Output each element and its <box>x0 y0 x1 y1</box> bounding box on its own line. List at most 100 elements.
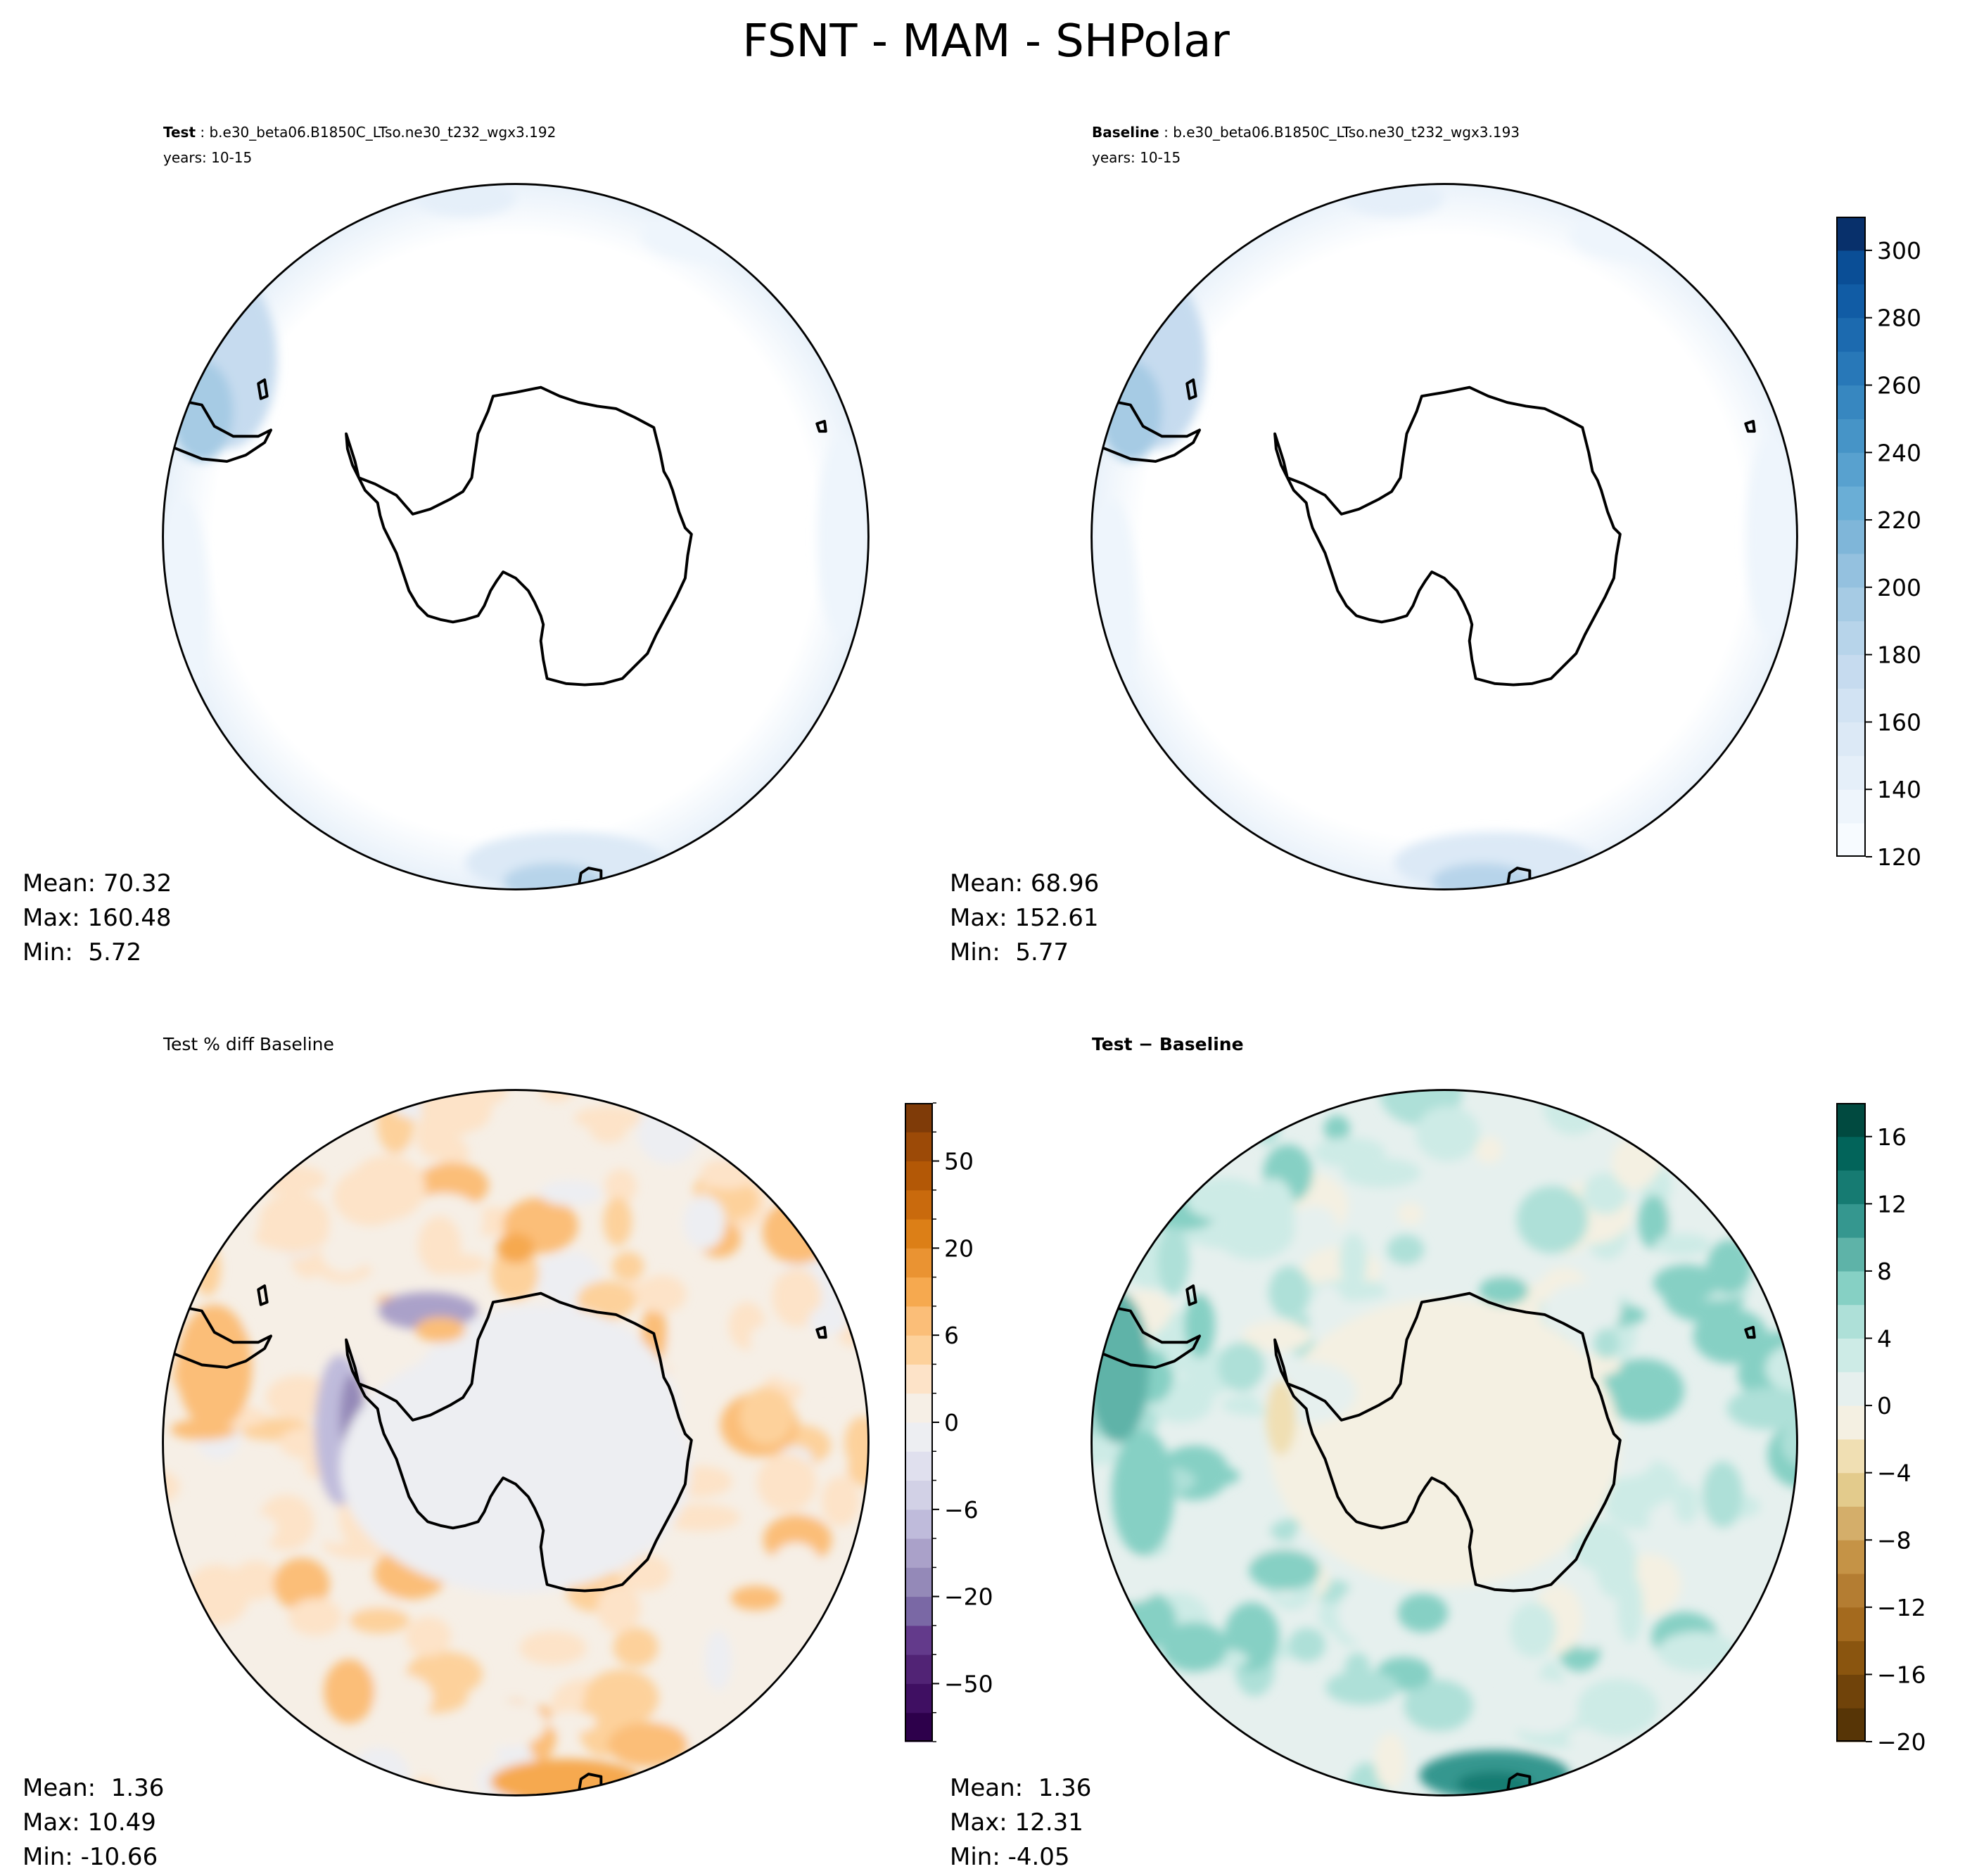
contour-blob <box>704 1630 732 1691</box>
contour-blob <box>1387 1234 1425 1265</box>
contour-blob <box>1112 1430 1175 1556</box>
contour-blob <box>1397 1202 1424 1225</box>
coastline <box>1185 1284 1197 1306</box>
contour-blob <box>1693 1308 1768 1364</box>
contour-blob <box>1510 1602 1556 1658</box>
contour-blob <box>1254 1114 1280 1145</box>
test-polar-map <box>162 183 870 891</box>
contour-blob <box>273 1557 330 1611</box>
coastlines <box>163 1284 827 1794</box>
colorbar-tick-label: 260 <box>1877 371 1921 399</box>
colorbar-band <box>1836 1438 1866 1474</box>
colorbar-band <box>1836 1674 1866 1709</box>
contour-blob <box>1601 1358 1684 1422</box>
colorbar-band <box>905 1596 933 1626</box>
colorbar-band <box>905 1480 933 1510</box>
contour-blob <box>246 1515 277 1543</box>
figure-title: FSNT - MAM - SHPolar <box>742 15 1230 68</box>
contour-field <box>1091 184 1798 890</box>
test-label: Test <box>163 124 196 141</box>
contour-blob <box>677 1603 704 1648</box>
test-subtitle: Test : b.e30_beta06.B1850C_LTso.ne30_t23… <box>163 120 556 170</box>
contour-blob <box>775 1357 845 1386</box>
colorbar-tick-label: 200 <box>1877 574 1921 601</box>
contour-blob <box>163 1508 223 1552</box>
coastline <box>1506 1773 1532 1794</box>
contour-blob <box>547 1711 597 1733</box>
contour-blob <box>1403 1679 1474 1732</box>
contour-blob <box>469 1701 547 1747</box>
contour-blob <box>1211 1529 1279 1561</box>
contour-blob <box>1091 1437 1134 1465</box>
contour-blob <box>1313 1137 1386 1168</box>
test-stats: Mean: 70.32 Max: 160.48 Min: 5.72 <box>23 867 172 970</box>
contour-blob <box>1577 1678 1658 1737</box>
contour-blob <box>613 1627 659 1667</box>
contour-blob <box>503 862 604 890</box>
colorbar-band <box>905 1364 933 1394</box>
contour-blob <box>1185 1465 1240 1487</box>
contour-blob <box>844 1416 869 1469</box>
colorbar-band <box>1836 520 1866 554</box>
coastline <box>1744 1325 1756 1339</box>
coastline <box>1273 385 1622 687</box>
contour-blob <box>402 1304 679 1531</box>
edge-shading <box>163 184 869 890</box>
colorbar-band <box>905 1538 933 1568</box>
colorbar-tick-label: 16 <box>1877 1123 1907 1151</box>
colorbar-frame <box>905 1103 933 1742</box>
contour-blob <box>1268 1298 1620 1588</box>
contour-blob <box>418 1215 462 1275</box>
contour-blob <box>1657 1631 1738 1672</box>
colorbar-band <box>1836 1405 1866 1440</box>
contour-blob <box>1184 1293 1216 1358</box>
colorbar-band <box>1836 1136 1866 1171</box>
contour-blob <box>1325 1671 1399 1705</box>
test-years: years: 10-15 <box>163 149 253 166</box>
test-case-name: : b.e30_beta06.B1850C_LTso.ne30_t232_wgx… <box>196 124 556 141</box>
baseline-max: Max: 152.61 <box>950 904 1099 932</box>
coastline <box>815 419 827 433</box>
contour-blob <box>1674 1483 1700 1524</box>
contour-blob <box>1516 1185 1589 1253</box>
colorbar-tick-label: 0 <box>944 1409 959 1436</box>
colorbar-tick-label: −12 <box>1877 1594 1926 1621</box>
colorbar-band <box>905 1132 933 1162</box>
map-boundary <box>1090 1089 1798 1797</box>
baseline-stats: Mean: 68.96 Max: 152.61 Min: 5.77 <box>950 867 1099 970</box>
diff-title: Test − Baseline <box>1092 1034 1244 1054</box>
contour-blob <box>821 1476 860 1526</box>
colorbar-tick-label: 180 <box>1877 642 1921 669</box>
colorbar-band <box>1836 217 1866 251</box>
colorbar-tick-label: 8 <box>1877 1258 1892 1285</box>
contour-blob <box>847 1449 869 1489</box>
contour-blob <box>1091 1291 1150 1443</box>
edge-shading <box>1091 184 1798 890</box>
colorbar-band <box>905 1625 933 1655</box>
contour-blob <box>1479 1276 1529 1306</box>
colorbar-band <box>1836 1103 1866 1137</box>
baseline-mean: Mean: 68.96 <box>950 869 1100 898</box>
baseline-polar-map <box>1090 183 1798 891</box>
contour-blob <box>756 1453 817 1512</box>
colorbar-band <box>1836 1640 1866 1675</box>
colorbar-frame <box>1836 217 1866 857</box>
pctdiff-mean: Mean: 1.36 <box>23 1774 165 1802</box>
contour-blob <box>604 1168 637 1204</box>
contour-blob <box>1593 1328 1620 1359</box>
contour-blob <box>1242 1320 1311 1352</box>
contour-blob <box>376 1090 414 1154</box>
colorbar-band <box>905 1712 933 1742</box>
colorbar-band <box>1836 620 1866 656</box>
colorbar-tick-label: −50 <box>944 1670 993 1697</box>
contour-blob <box>1397 1593 1449 1633</box>
coastline <box>815 1325 827 1339</box>
contour-blob <box>372 1674 433 1721</box>
contour-blob <box>808 1306 849 1335</box>
contour-blob <box>699 1158 756 1189</box>
contour-blob <box>1567 1727 1603 1749</box>
coastline <box>577 867 603 888</box>
colorbar-band <box>905 1248 933 1278</box>
contour-blob <box>1654 1233 1711 1256</box>
contour-blob <box>519 1631 587 1666</box>
